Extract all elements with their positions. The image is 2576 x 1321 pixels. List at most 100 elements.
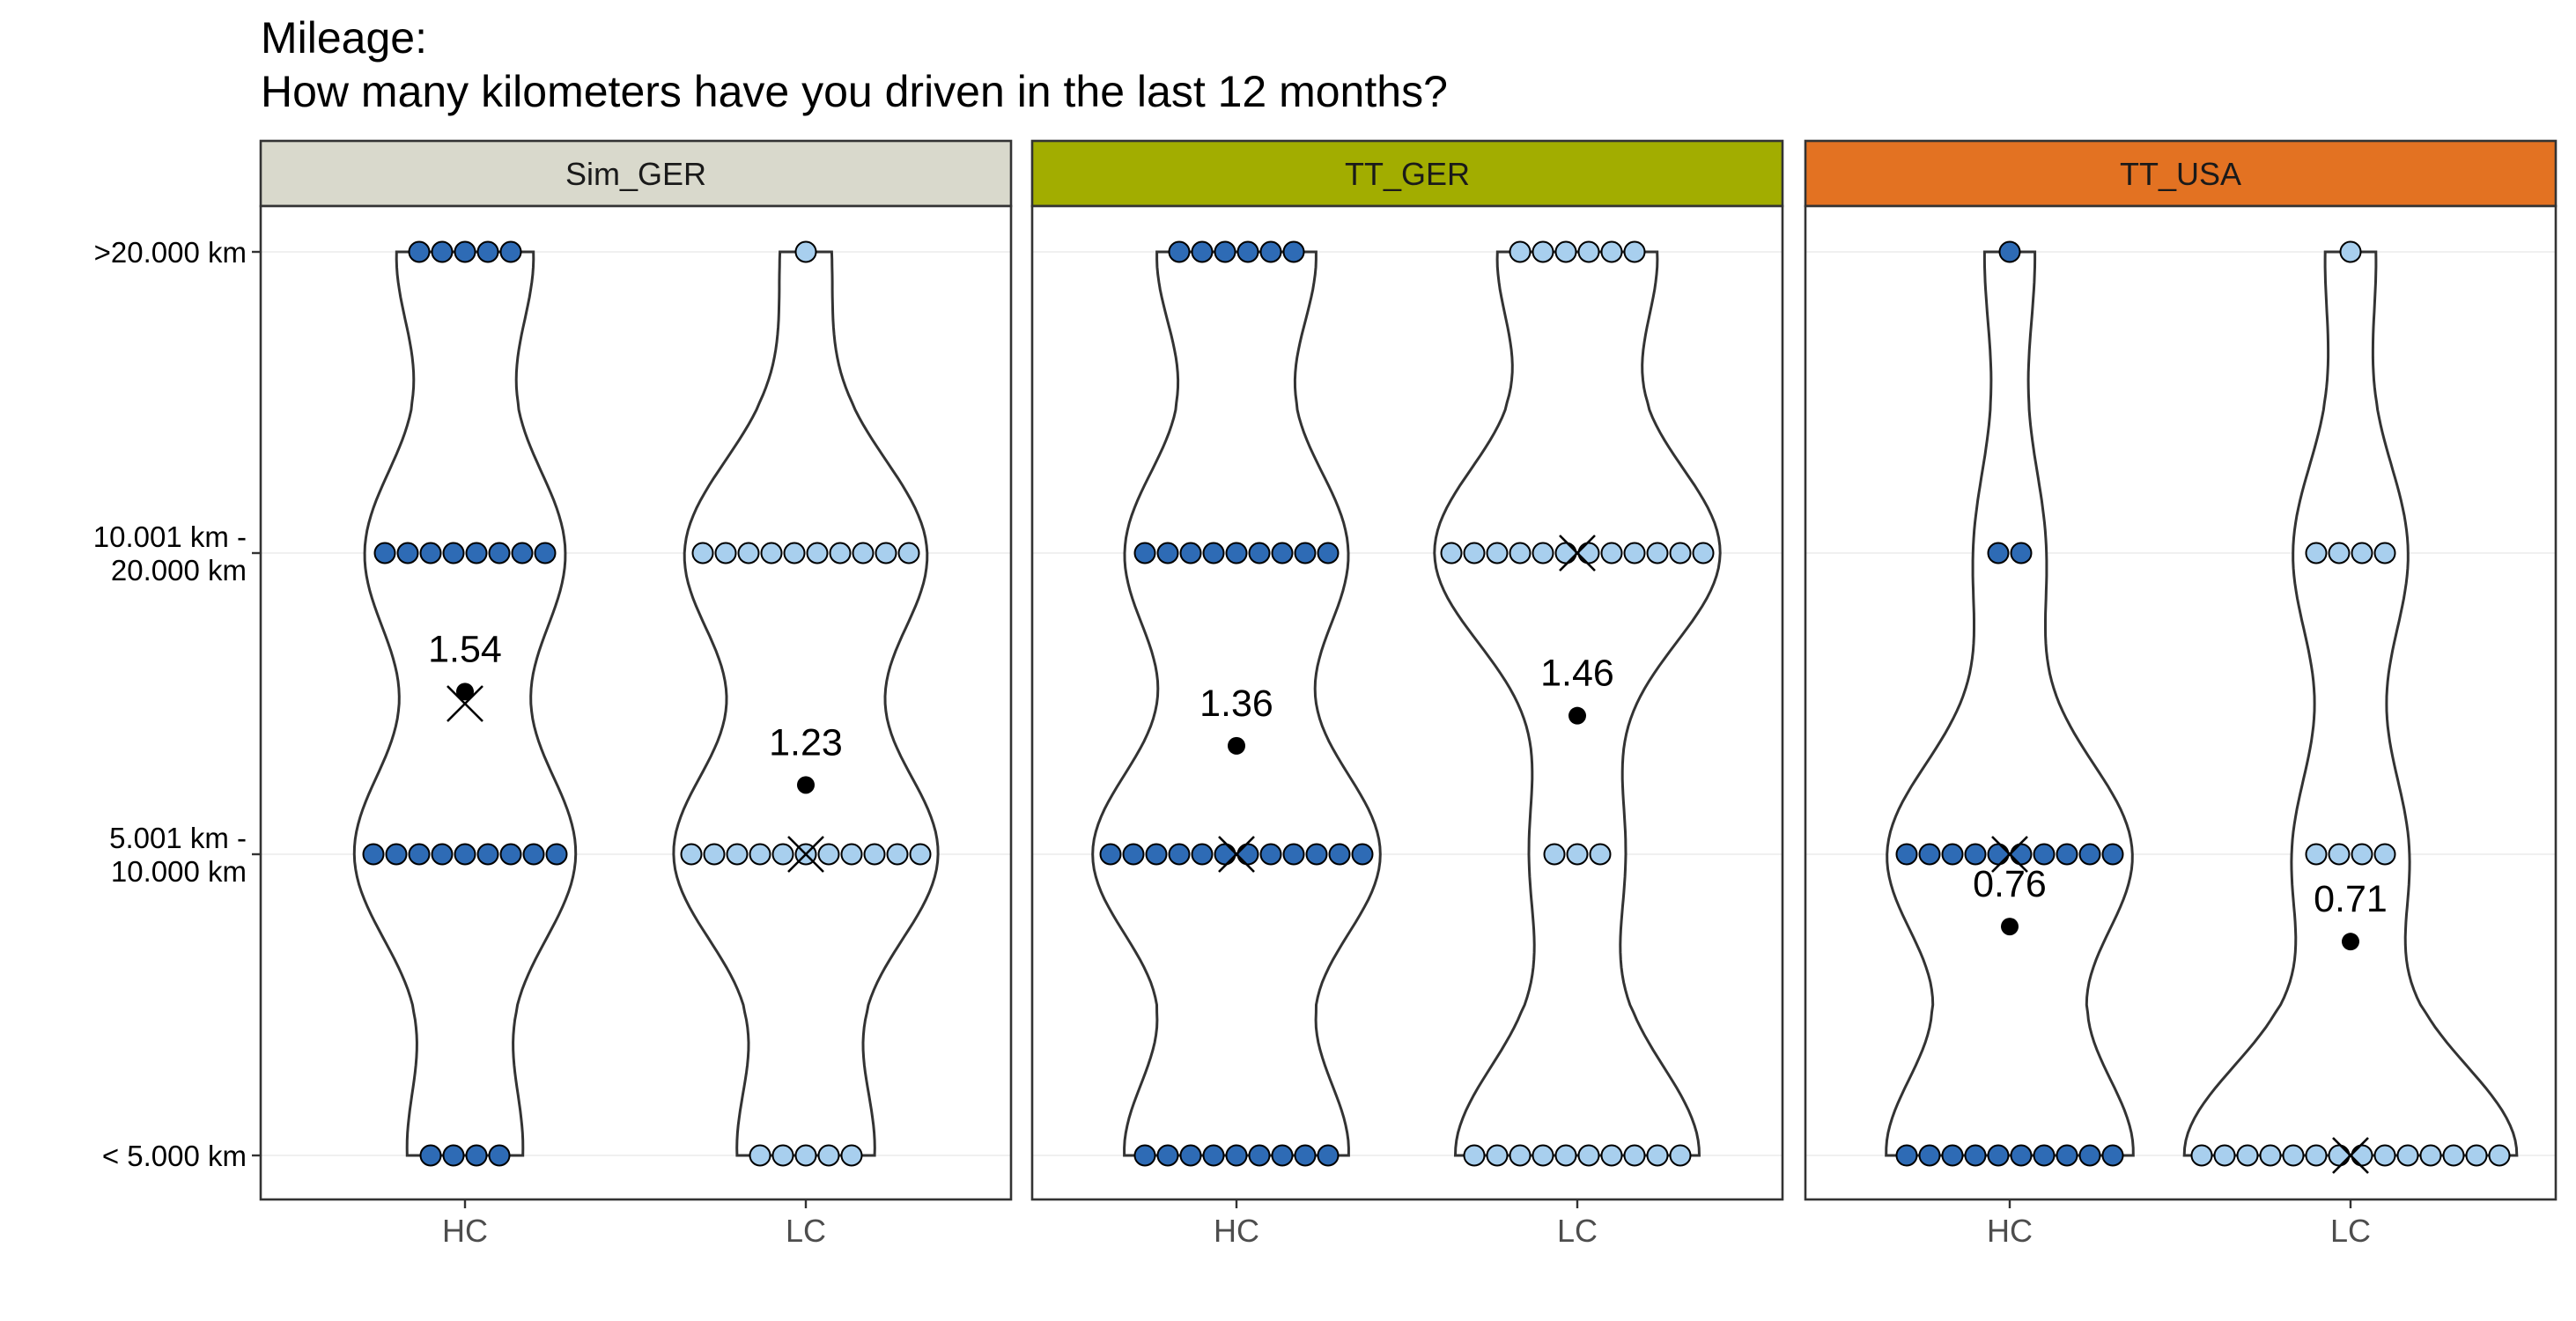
data-point bbox=[499, 240, 522, 263]
data-point bbox=[465, 1144, 488, 1167]
data-point bbox=[2033, 843, 2056, 866]
panel-strip bbox=[1804, 139, 2558, 208]
data-point bbox=[1543, 843, 1566, 866]
data-point bbox=[1600, 542, 1623, 565]
data-point bbox=[737, 542, 760, 565]
mean-point bbox=[2342, 933, 2359, 951]
data-point bbox=[1600, 1144, 1623, 1167]
data-point bbox=[1669, 542, 1692, 565]
data-point bbox=[909, 843, 932, 866]
data-point bbox=[794, 1144, 817, 1167]
data-point bbox=[1646, 542, 1669, 565]
data-point bbox=[2328, 1144, 2351, 1167]
data-point bbox=[1486, 542, 1509, 565]
y-tick-label: 5.001 km -10.000 km bbox=[109, 822, 247, 888]
data-point bbox=[1179, 1144, 1202, 1167]
data-point bbox=[1566, 843, 1589, 866]
data-point bbox=[1669, 1144, 1692, 1167]
data-point bbox=[1248, 1144, 1271, 1167]
data-point bbox=[373, 542, 396, 565]
data-point bbox=[897, 542, 920, 565]
violin-shape bbox=[1885, 250, 2135, 1157]
data-point bbox=[1646, 1144, 1669, 1167]
data-point bbox=[1282, 843, 1305, 866]
group-lc: 1.23 bbox=[672, 240, 940, 1167]
data-point bbox=[362, 843, 385, 866]
data-point bbox=[829, 542, 852, 565]
data-point bbox=[794, 240, 817, 263]
data-point bbox=[1202, 542, 1225, 565]
data-point bbox=[760, 542, 783, 565]
data-point bbox=[1589, 843, 1612, 866]
data-point bbox=[2190, 1144, 2213, 1167]
data-point bbox=[1532, 1144, 1554, 1167]
group-lc: 0.71 bbox=[2182, 240, 2519, 1174]
data-point bbox=[1168, 843, 1191, 866]
mean-label: 0.71 bbox=[2314, 878, 2388, 920]
data-point bbox=[1554, 542, 1577, 565]
data-point bbox=[1964, 843, 1987, 866]
data-point bbox=[2010, 542, 2033, 565]
data-point bbox=[1998, 240, 2021, 263]
violin-shape bbox=[1091, 250, 1382, 1157]
data-point bbox=[1122, 843, 1145, 866]
data-point bbox=[545, 843, 568, 866]
data-point bbox=[703, 843, 726, 866]
data-point bbox=[419, 1144, 442, 1167]
mean-point bbox=[456, 683, 474, 701]
data-point bbox=[1577, 1144, 1600, 1167]
data-point bbox=[2101, 1144, 2124, 1167]
data-point bbox=[488, 1144, 511, 1167]
median-marker bbox=[1991, 836, 2028, 873]
panel-strip bbox=[259, 139, 1013, 208]
data-point bbox=[1214, 843, 1236, 866]
data-point bbox=[1317, 1144, 1340, 1167]
data-point bbox=[1156, 542, 1179, 565]
data-point bbox=[1191, 843, 1214, 866]
data-point bbox=[511, 542, 534, 565]
data-point bbox=[817, 843, 840, 866]
data-point bbox=[431, 240, 454, 263]
chart-subtitle: How many kilometers have you driven in t… bbox=[261, 67, 1448, 116]
y-tick-label: < 5.000 km bbox=[102, 1140, 247, 1172]
median-marker bbox=[2332, 1137, 2369, 1174]
data-point bbox=[1509, 542, 1532, 565]
data-point bbox=[1964, 1144, 1987, 1167]
data-point bbox=[2442, 1144, 2465, 1167]
data-point bbox=[1600, 240, 1623, 263]
data-point bbox=[691, 542, 714, 565]
data-point bbox=[1156, 1144, 1179, 1167]
data-point bbox=[1294, 1144, 1317, 1167]
data-point bbox=[886, 843, 909, 866]
data-point bbox=[1179, 542, 1202, 565]
data-point bbox=[1259, 240, 1282, 263]
data-point bbox=[1282, 240, 1305, 263]
data-point bbox=[863, 843, 886, 866]
data-point bbox=[2373, 1144, 2396, 1167]
panel-sim-ger: Sim_GER 1.54 HC 1.23 LC bbox=[259, 139, 1013, 1249]
x-tick-label: LC bbox=[1557, 1213, 1598, 1249]
panel-tt-ger: TT_GER 1.36 HC 1.46 LC bbox=[1030, 139, 1784, 1249]
data-point bbox=[1225, 1144, 1248, 1167]
data-point bbox=[2282, 1144, 2305, 1167]
data-point bbox=[1133, 1144, 1156, 1167]
data-point bbox=[522, 843, 545, 866]
data-point bbox=[442, 542, 465, 565]
data-point bbox=[2351, 1144, 2373, 1167]
data-point bbox=[2236, 1144, 2259, 1167]
data-point bbox=[2056, 1144, 2078, 1167]
x-tick-label: LC bbox=[2330, 1213, 2371, 1249]
data-point bbox=[1554, 240, 1577, 263]
data-point bbox=[1987, 1144, 2010, 1167]
data-point bbox=[749, 1144, 771, 1167]
data-point bbox=[1271, 1144, 1294, 1167]
mean-label: 1.36 bbox=[1199, 683, 1273, 725]
data-point bbox=[1463, 542, 1486, 565]
data-point bbox=[1099, 843, 1122, 866]
data-point bbox=[1133, 542, 1156, 565]
data-point bbox=[1577, 240, 1600, 263]
data-point bbox=[806, 542, 829, 565]
data-point bbox=[2328, 542, 2351, 565]
data-point bbox=[1305, 843, 1328, 866]
data-point bbox=[1317, 542, 1340, 565]
